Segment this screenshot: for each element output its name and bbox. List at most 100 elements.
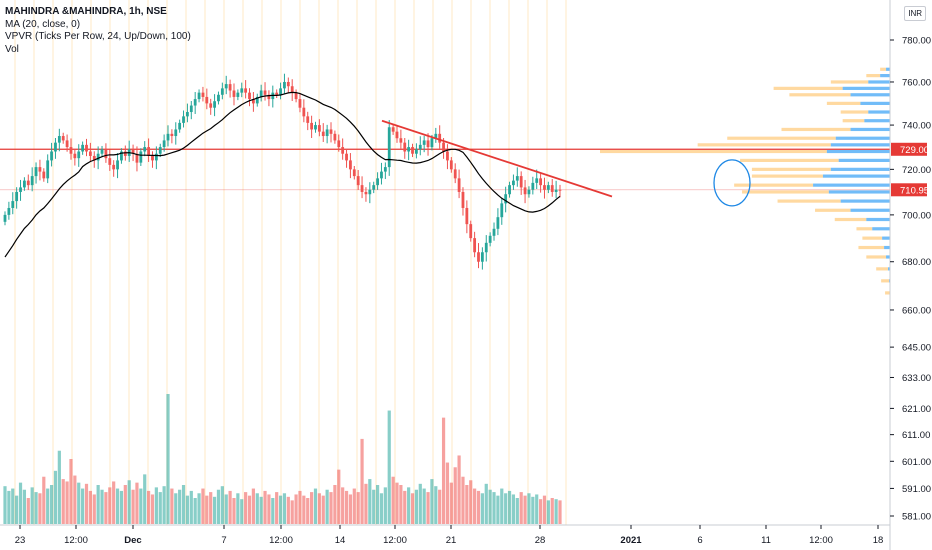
candle-body <box>162 140 166 148</box>
legend-vpvr[interactable]: VPVR (Ticks Per Row, 24, Up/Down, 100) <box>5 31 191 42</box>
volume-bar <box>123 485 127 524</box>
volume-bar <box>375 485 380 524</box>
legend-title[interactable]: MAHINDRA &MAHINDRA, 1h, NSE <box>5 6 167 17</box>
time-tick-label: 11 <box>761 535 771 546</box>
candle-body <box>205 96 209 104</box>
candle-body <box>554 189 558 192</box>
vp-up-bar <box>850 208 890 212</box>
time-tick-label: 7 <box>221 535 226 546</box>
time-tick-label: 12:00 <box>383 535 407 546</box>
candle-body <box>349 160 352 170</box>
volume-bar <box>61 479 65 524</box>
candle-body <box>457 178 461 192</box>
candle-body <box>186 112 189 117</box>
annotation-ellipse[interactable] <box>713 159 751 207</box>
volume-bar <box>352 488 356 524</box>
vp-up-bar <box>838 158 890 163</box>
volume-bar <box>286 496 290 524</box>
volume-bar <box>181 485 186 524</box>
volume-bar <box>96 485 100 524</box>
vp-down-bar <box>751 167 831 171</box>
legend-vol[interactable]: Vol <box>5 43 19 55</box>
volume-bar <box>278 495 283 524</box>
volume-bar <box>166 394 170 524</box>
vp-down-bar <box>697 143 831 147</box>
candle-body <box>430 138 434 148</box>
vp-down-bar <box>777 199 841 203</box>
candle-body <box>310 122 314 130</box>
volume-bar <box>434 486 438 524</box>
session-separators <box>14 0 567 525</box>
candle-body <box>543 185 546 190</box>
moving-average <box>4 91 561 258</box>
price-tick-label: 581.00 <box>902 512 931 523</box>
price-tick-label: 591.00 <box>902 484 931 495</box>
vp-down-bar <box>740 158 839 163</box>
candle-body <box>434 133 438 139</box>
time-axis[interactable]: 23 12:00 Dec 7 12:00 14 12:00 21 28 2021 6 11 12:00 1… <box>15 525 884 546</box>
time-tick-label: 23 <box>15 535 26 546</box>
volume-bar <box>65 481 69 524</box>
price-tick-label: 780.00 <box>902 36 931 47</box>
price-tick-label: 740.00 <box>902 121 931 132</box>
time-tick-label: 12:00 <box>64 535 88 546</box>
vp-down-bar <box>815 208 851 212</box>
candle-body <box>77 151 81 159</box>
vp-up-bar <box>813 183 890 187</box>
vp-down-bar <box>830 80 869 84</box>
candle-body <box>550 185 554 192</box>
volume-bar <box>379 493 384 524</box>
candle-body <box>387 127 391 168</box>
volume-bar <box>430 479 434 524</box>
candle-body <box>38 167 42 172</box>
candle-body <box>539 178 542 186</box>
volume-bar <box>267 494 271 524</box>
price-tick-label: 611.00 <box>902 430 930 441</box>
vp-up-bar <box>868 80 890 84</box>
vp-up-bar <box>886 255 890 259</box>
volume-bar <box>26 498 30 524</box>
candle-body <box>104 149 108 159</box>
vp-up-bar <box>830 143 890 147</box>
candle-body <box>356 176 360 186</box>
vp-up-bar <box>830 167 890 171</box>
candle-body <box>337 140 341 148</box>
volume-bar <box>333 485 337 524</box>
volume-bar <box>185 495 190 524</box>
currency-button[interactable]: INR <box>904 6 926 21</box>
candle-body <box>453 169 457 179</box>
volume-bar <box>115 488 120 524</box>
legend-ma[interactable]: MA (20, close, 0) <box>5 18 81 30</box>
volume-bar <box>453 467 457 524</box>
volume-bar <box>7 490 11 524</box>
candle-body <box>368 189 372 195</box>
trendline-line <box>381 119 613 198</box>
candle-body <box>108 158 112 165</box>
vp-down-bar <box>781 127 851 132</box>
vp-up-bar <box>886 67 890 71</box>
vp-up-bar <box>860 101 890 105</box>
volume-bar <box>46 488 50 524</box>
trendline[interactable] <box>381 119 613 198</box>
volume-bar <box>387 410 391 524</box>
candle-body <box>306 116 310 123</box>
volume-bar <box>131 489 135 524</box>
candle-body <box>69 147 73 154</box>
vp-down-bar <box>866 74 881 78</box>
volume-bar <box>403 490 407 524</box>
candle-body <box>228 84 232 91</box>
volume-bar <box>282 493 287 524</box>
price-label-box <box>891 142 927 156</box>
vp-up-bar <box>850 127 890 132</box>
candle-body <box>100 149 104 154</box>
volume-bar <box>325 489 329 524</box>
candle-body <box>500 203 504 218</box>
time-tick-label: 6 <box>697 535 702 546</box>
candle-body <box>302 107 306 117</box>
candle-body <box>325 129 329 137</box>
candle-body <box>411 147 414 154</box>
candle-body <box>546 185 550 190</box>
volume-bar <box>488 489 492 524</box>
